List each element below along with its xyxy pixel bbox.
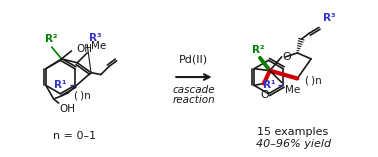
- Text: 40–96% yield: 40–96% yield: [256, 139, 331, 149]
- Text: R²: R²: [45, 34, 57, 44]
- Text: Me: Me: [285, 85, 300, 95]
- Text: n = 0–1: n = 0–1: [53, 131, 96, 141]
- Text: reaction: reaction: [172, 95, 215, 105]
- Text: O: O: [260, 90, 269, 100]
- Text: R³: R³: [323, 14, 336, 24]
- Text: ( )n: ( )n: [305, 76, 322, 85]
- Text: R²: R²: [252, 45, 264, 55]
- Text: 15 examples: 15 examples: [257, 127, 329, 137]
- Text: OH: OH: [60, 104, 76, 114]
- Text: R¹: R¹: [54, 80, 67, 90]
- Text: cascade: cascade: [173, 85, 215, 95]
- Text: OH: OH: [76, 44, 92, 54]
- Text: O: O: [283, 52, 291, 62]
- Text: Me: Me: [91, 41, 106, 51]
- Text: R³: R³: [89, 33, 102, 43]
- Text: R¹: R¹: [263, 80, 275, 90]
- Text: Pd(II): Pd(II): [179, 54, 209, 64]
- Text: ( )n: ( )n: [74, 90, 91, 100]
